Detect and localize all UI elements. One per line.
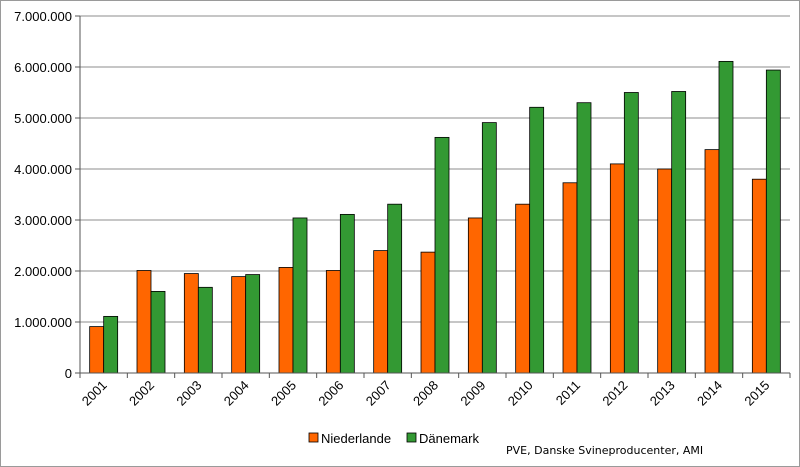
bar-niederlande — [325, 270, 341, 374]
bar-daenemark — [197, 286, 213, 374]
x-tick-label: 2007 — [363, 378, 394, 409]
x-tick-label: 2012 — [599, 378, 630, 409]
bar-niederlande — [373, 250, 389, 374]
x-axis-ticks: 2001 2002 2003 2004 2005 2006 2007 2008 2009 2010… — [79, 373, 791, 409]
axes — [79, 16, 790, 374]
bar-daenemark — [765, 69, 781, 374]
x-tick-label: 2005 — [268, 378, 299, 409]
bar-niederlande — [89, 326, 105, 374]
bar-daenemark — [245, 274, 261, 374]
x-tick-label: 2014 — [694, 378, 725, 409]
bar-niederlande — [183, 273, 199, 374]
bar-niederlande — [657, 168, 673, 374]
source-note: PVE, Danske Svineproducenter, AMI — [506, 444, 703, 457]
legend-swatch-daenemark — [406, 432, 417, 443]
bar-daenemark — [150, 290, 166, 374]
y-tick-label: 5.000.000 — [14, 111, 72, 126]
x-tick-label: 2015 — [741, 378, 772, 409]
bars — [89, 60, 781, 374]
bar-daenemark — [576, 102, 592, 374]
bar-daenemark — [103, 315, 119, 374]
y-tick-label: 1.000.000 — [14, 315, 72, 330]
bar-niederlande — [751, 178, 767, 374]
bar-daenemark — [339, 213, 355, 374]
bar-daenemark — [623, 92, 639, 374]
bar-niederlande — [515, 203, 531, 374]
bar-niederlande — [420, 251, 436, 374]
legend-swatch-niederlande — [308, 432, 319, 443]
x-tick-label: 2013 — [647, 378, 678, 409]
x-tick-label: 2002 — [126, 378, 157, 409]
bar-daenemark — [387, 203, 403, 374]
y-tick-label: 7.000.000 — [14, 9, 72, 24]
legend-label-niederlande: Niederlande — [321, 431, 391, 446]
y-tick-label: 0 — [65, 366, 72, 381]
bar-niederlande — [467, 217, 483, 374]
y-tick-label: 4.000.000 — [14, 162, 72, 177]
bar-daenemark — [292, 217, 308, 374]
x-tick-label: 2008 — [410, 378, 441, 409]
y-axis-ticks: 0 1.000.000 2.000.000 3.000.000 4.000.000 5.0… — [14, 9, 80, 381]
bar-niederlande — [231, 276, 247, 374]
y-tick-label: 6.000.000 — [14, 60, 72, 75]
legend: Niederlande Dänemark — [308, 431, 479, 446]
bar-niederlande — [704, 149, 720, 374]
bar-niederlande — [278, 267, 294, 374]
y-tick-label: 2.000.000 — [14, 264, 72, 279]
x-tick-label: 2004 — [221, 378, 252, 409]
bar-niederlande — [136, 270, 152, 374]
x-tick-label: 2001 — [79, 378, 110, 409]
y-tick-label: 3.000.000 — [14, 213, 72, 228]
bar-daenemark — [718, 60, 734, 374]
bar-daenemark — [434, 136, 450, 374]
bar-niederlande — [609, 163, 625, 374]
x-tick-label: 2010 — [505, 378, 536, 409]
bar-daenemark — [671, 91, 687, 374]
x-tick-label: 2011 — [553, 378, 583, 408]
legend-label-daenemark: Dänemark — [419, 431, 479, 446]
x-tick-label: 2006 — [315, 378, 346, 409]
x-tick-label: 2003 — [173, 378, 204, 409]
bar-daenemark — [481, 122, 497, 374]
bar-niederlande — [562, 182, 578, 374]
bar-daenemark — [529, 106, 545, 374]
x-tick-label: 2009 — [457, 378, 488, 409]
